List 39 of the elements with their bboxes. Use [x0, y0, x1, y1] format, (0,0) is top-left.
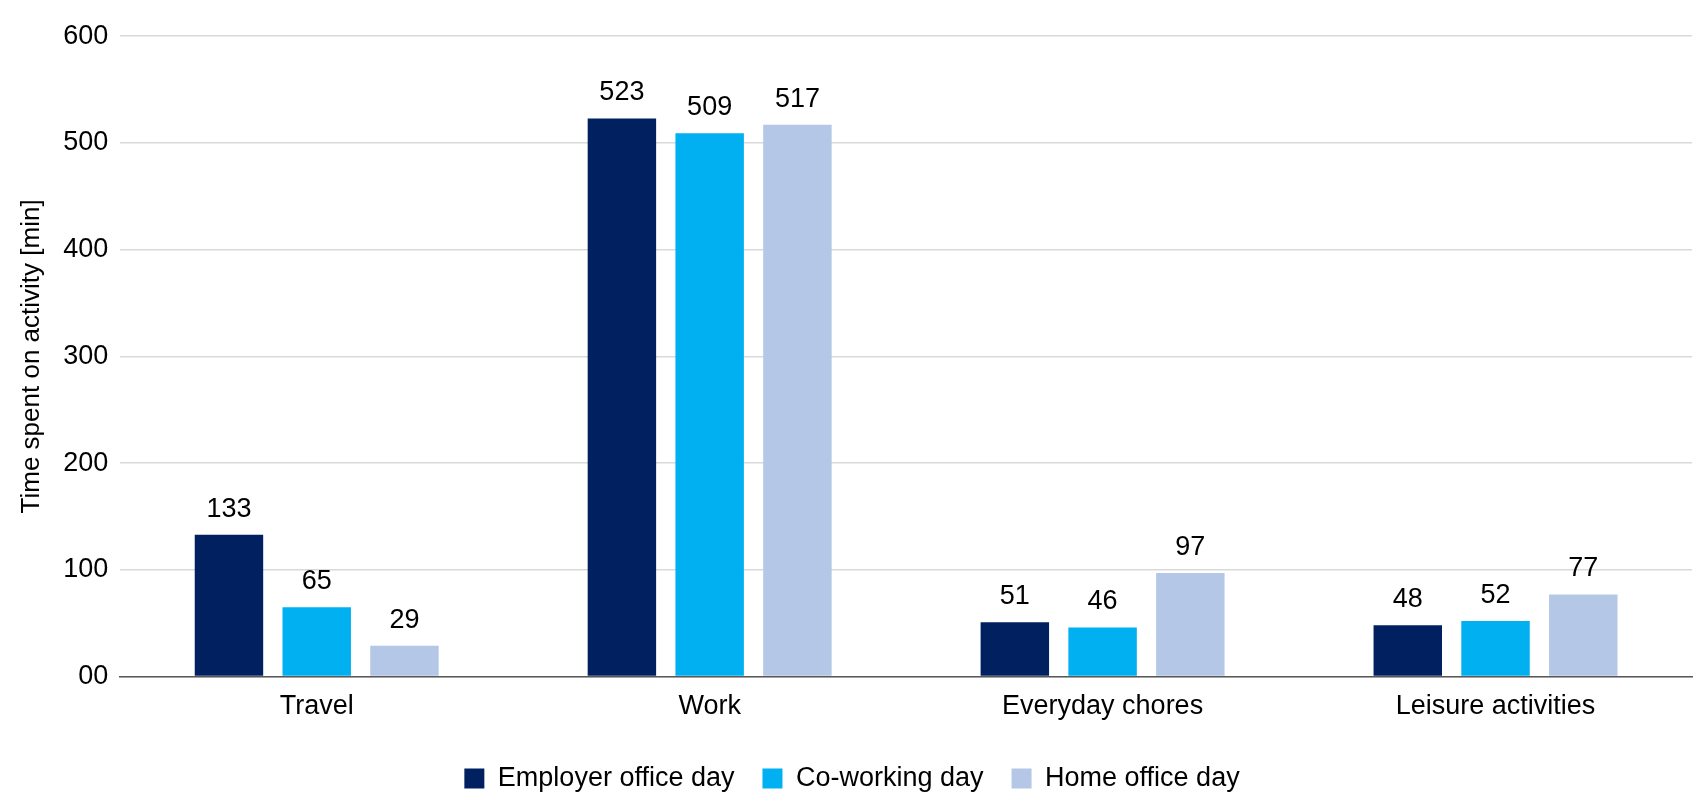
- data-label: 48: [1392, 583, 1423, 614]
- legend-label: Co-working day: [795, 761, 985, 792]
- data-label: 46: [1087, 585, 1118, 616]
- y-axis-title: Time spent on activity [min]: [14, 199, 45, 514]
- y-tick-label: 100: [63, 553, 109, 584]
- bar: [194, 534, 264, 676]
- x-tick-label: Work: [678, 690, 742, 721]
- data-label: 133: [206, 492, 252, 523]
- data-label: 509: [687, 91, 733, 122]
- bar: [763, 124, 832, 676]
- x-tick-label: Travel: [279, 690, 354, 721]
- y-tick-label: 400: [63, 233, 109, 264]
- bar: [370, 645, 439, 676]
- data-label: 29: [389, 603, 420, 634]
- bar: [675, 133, 744, 676]
- legend-label: Home office day: [1045, 761, 1241, 792]
- bar: [1549, 594, 1618, 676]
- x-tick-label: Leisure activities: [1395, 690, 1596, 721]
- bar: [1156, 573, 1225, 676]
- y-tick-label: 600: [63, 19, 109, 50]
- y-tick-label: 500: [63, 126, 109, 157]
- bar: [587, 118, 657, 676]
- bar: [1068, 627, 1137, 676]
- x-tick-label: Everyday chores: [1002, 690, 1204, 721]
- bar: [1373, 625, 1442, 676]
- y-tick-label: 00: [78, 660, 109, 691]
- data-label: 51: [999, 580, 1030, 611]
- y-tick-label: 200: [63, 446, 109, 477]
- data-label: 97: [1175, 531, 1206, 562]
- bar: [282, 607, 351, 676]
- data-label: 77: [1568, 552, 1599, 583]
- bar: [980, 622, 1050, 676]
- data-label: 52: [1480, 579, 1511, 610]
- data-label: 517: [774, 82, 820, 113]
- bar: [1461, 621, 1530, 676]
- y-tick-label: 300: [63, 339, 109, 370]
- data-label: 65: [301, 565, 332, 596]
- legend-label: Employer office day: [497, 761, 735, 792]
- data-label: 523: [599, 76, 645, 107]
